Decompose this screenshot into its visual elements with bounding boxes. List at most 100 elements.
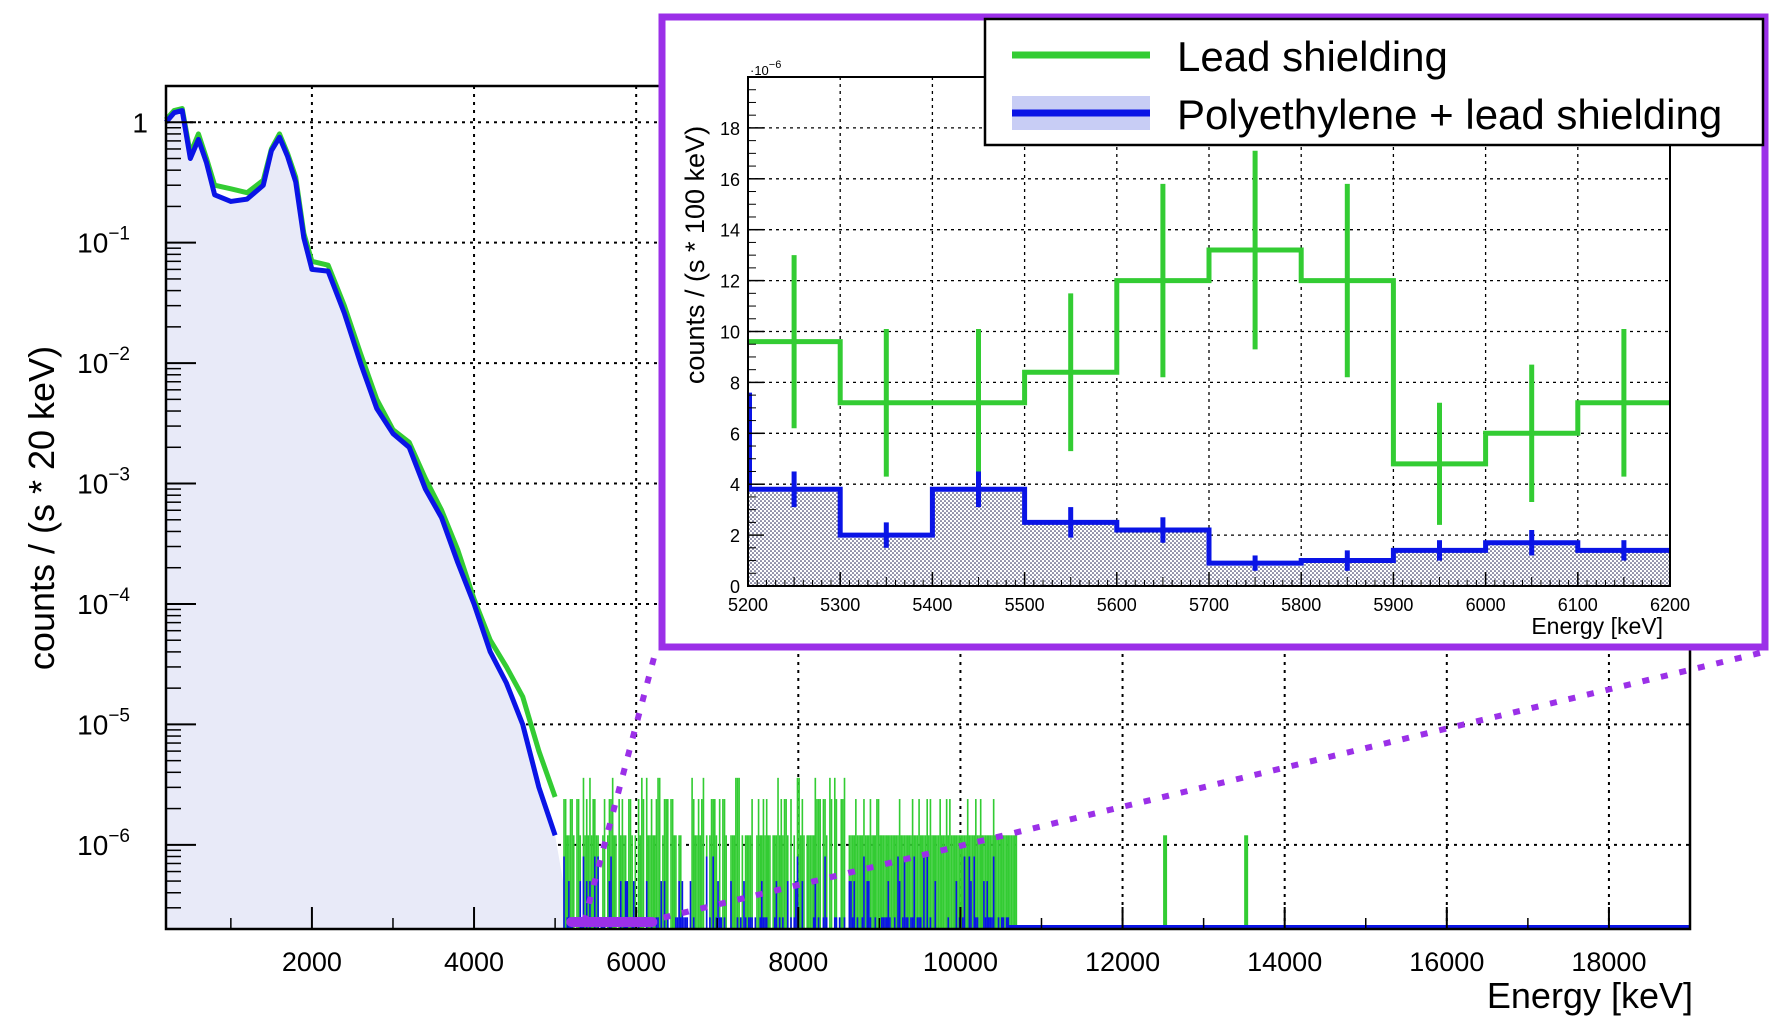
main-y-tick-base: 10 bbox=[77, 348, 108, 379]
main-y-tick-base: 10 bbox=[77, 709, 108, 740]
inset-series bbox=[748, 150, 1670, 586]
main-lead-tail-bin bbox=[979, 799, 982, 929]
main-lead-tail-bin bbox=[937, 835, 940, 929]
main-lead-tail-bin bbox=[623, 835, 625, 929]
main-lead-tail-bin bbox=[718, 799, 721, 929]
main-poly-tail-bin bbox=[997, 917, 1000, 929]
main-lead-tail-bin bbox=[757, 799, 760, 929]
main-lead-tail-bin bbox=[822, 799, 825, 929]
main-lead-tail-bin bbox=[637, 799, 640, 929]
zoom-connector-left bbox=[581, 649, 659, 923]
main-lead-tail-bin bbox=[759, 835, 762, 929]
main-poly-tail-bin bbox=[992, 856, 995, 929]
main-y-tick-label: 10−3 bbox=[77, 465, 130, 500]
inset-x-axis-title: Energy [keV] bbox=[1531, 613, 1663, 639]
main-lead-tail-bin bbox=[893, 835, 896, 929]
main-lead-tail-bin bbox=[733, 835, 736, 929]
main-poly-tail-bin bbox=[796, 856, 799, 929]
main-y-tick-label: 10−4 bbox=[77, 585, 130, 620]
legend-label-poly: Polyethylene + lead shielding bbox=[1177, 91, 1722, 138]
main-poly-tail-bin bbox=[678, 881, 680, 929]
main-poly-tail-bin bbox=[795, 881, 797, 929]
main-lead-tail-bin bbox=[694, 835, 697, 929]
main-lead-tail-bin bbox=[657, 777, 659, 929]
main-poly-tail-bin bbox=[1005, 917, 1008, 929]
main-lead-tail-bin bbox=[936, 835, 938, 929]
main-poly-tail-bin bbox=[736, 917, 739, 929]
main-lead-tail-bin bbox=[710, 799, 713, 929]
main-poly-tail-bin bbox=[1000, 917, 1003, 929]
main-lead-tail-bin bbox=[796, 777, 799, 929]
main-poly-tail-bin bbox=[744, 917, 747, 929]
main-poly-fill-area bbox=[166, 110, 572, 929]
main-poly-tail-bin bbox=[947, 917, 950, 929]
main-lead-tail-bin bbox=[675, 835, 677, 929]
main-y-tick-label: 10−5 bbox=[77, 705, 130, 740]
main-lead-tail-bin bbox=[762, 799, 765, 929]
main-lead-tail-bin bbox=[764, 835, 766, 929]
main-y-tick-label: 10−1 bbox=[77, 224, 130, 259]
main-lead-tail-bin bbox=[924, 835, 927, 929]
main-poly-tail-bin bbox=[848, 881, 851, 929]
inset-plot: 5200 5300 5400 5500 5600 5700 5800 5900 6000 6100… bbox=[658, 13, 1769, 651]
main-lead-tail-bin bbox=[628, 799, 630, 929]
main-poly-tail-bin bbox=[782, 917, 784, 929]
main-poly-tail-bin bbox=[850, 881, 852, 929]
main-lead-tail-bin bbox=[751, 799, 753, 929]
main-poly-tail-bin bbox=[718, 917, 721, 929]
main-poly-tail-bin bbox=[759, 917, 762, 929]
main-lead-tail-bin bbox=[898, 799, 901, 929]
main-lead-tail-bin bbox=[603, 799, 606, 929]
main-lead-tail-bin bbox=[952, 835, 954, 929]
main-lead-tail-bin bbox=[715, 835, 718, 929]
main-series-poly-tail bbox=[563, 856, 1690, 929]
main-poly-tail-bin bbox=[748, 917, 750, 929]
main-lead-tail-bin bbox=[679, 835, 682, 929]
main-lead-tail-bin bbox=[741, 835, 744, 929]
inset-y-tick-label: 14 bbox=[720, 221, 740, 241]
main-poly-tail-bin bbox=[743, 881, 745, 929]
inset-series-poly bbox=[748, 471, 1670, 571]
main-lead-tail-bin bbox=[918, 799, 920, 929]
main-poly-tail-bin bbox=[973, 856, 976, 929]
main-lead-tail-bin bbox=[851, 835, 854, 929]
main-series bbox=[164, 106, 1690, 929]
main-poly-tail-bin bbox=[675, 917, 677, 929]
main-poly-tail-bin bbox=[976, 917, 979, 929]
main-lead-tail-bin bbox=[613, 835, 616, 929]
main-lead-tail-bin bbox=[1004, 835, 1006, 929]
main-lead-tail-bin bbox=[631, 835, 633, 929]
main-lead-tail-bin bbox=[879, 835, 881, 929]
main-y-axis-title: counts / (s * 20 keV) bbox=[21, 346, 62, 670]
main-lead-tail-bin bbox=[1009, 835, 1011, 929]
main-poly-tail-bin bbox=[786, 881, 789, 929]
main-lead-tail-bin bbox=[994, 835, 997, 929]
main-lead-tail-bin bbox=[892, 835, 894, 929]
main-lead-tail-bin bbox=[842, 799, 844, 929]
main-x-tick-label: 16000 bbox=[1409, 947, 1484, 977]
main-lead-tail-bin bbox=[585, 799, 588, 929]
inset-y-axis-title: counts / (s * 100 keV) bbox=[680, 126, 710, 384]
main-poly-tail-bin bbox=[679, 917, 682, 929]
main-lead-tail-bin bbox=[665, 799, 667, 929]
main-lead-tail-bin bbox=[1007, 835, 1010, 929]
main-x-ticks: 2000 4000 6000 8000 10000 12000 14000 16000 1800… bbox=[230, 907, 1691, 977]
main-lead-tail-bin bbox=[984, 835, 987, 929]
main-lead-tail-bin bbox=[830, 799, 833, 929]
legend-label-lead: Lead shielding bbox=[1177, 33, 1448, 80]
main-lead-isolated-bin bbox=[1163, 835, 1168, 929]
main-lead-tail-bin bbox=[942, 835, 945, 929]
main-poly-tail-bin bbox=[885, 917, 888, 929]
main-lead-tail-bin bbox=[884, 835, 886, 929]
main-y-tick-label: 1 bbox=[132, 107, 148, 138]
main-poly-tail-bin bbox=[775, 881, 778, 929]
main-poly-tail-bin bbox=[929, 917, 932, 929]
main-lead-tail-bin bbox=[666, 799, 669, 929]
main-poly-tail-bin bbox=[582, 856, 585, 929]
main-poly-tail-bin bbox=[835, 917, 838, 929]
main-lead-tail-bin bbox=[876, 799, 878, 929]
main-poly-tail-bin bbox=[626, 881, 629, 929]
inset-x-tick-label: 6200 bbox=[1650, 595, 1690, 615]
main-poly-tail-bin bbox=[889, 917, 891, 929]
inset-y-tick-label: 2 bbox=[730, 526, 740, 546]
